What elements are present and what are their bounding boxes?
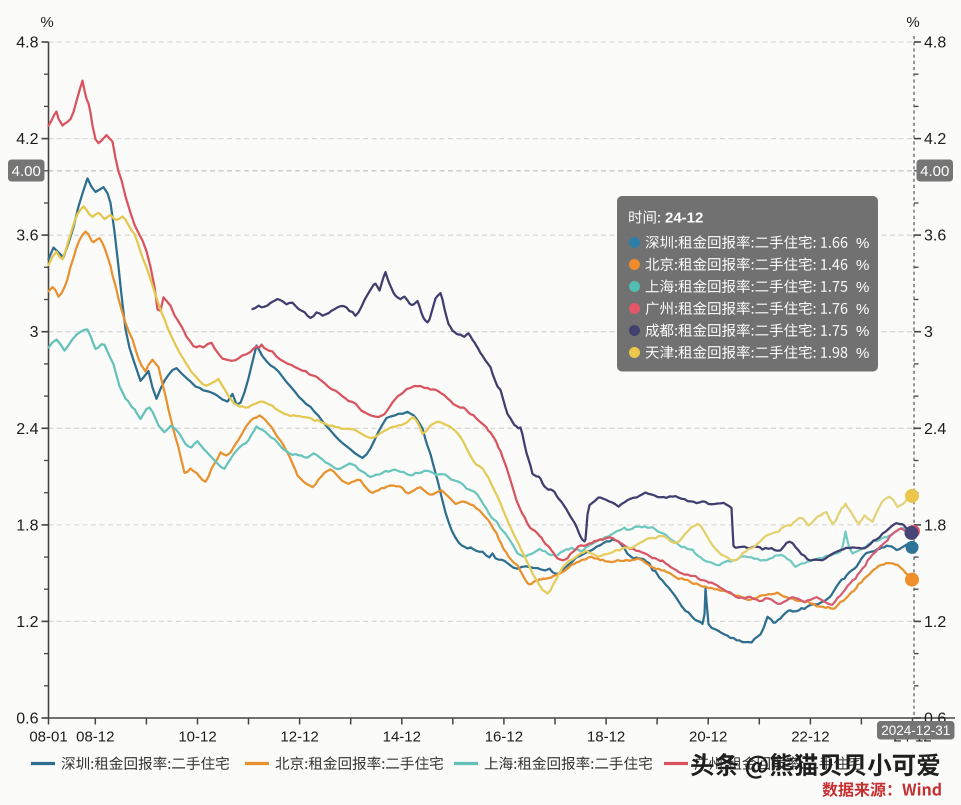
svg-text:%: % [856,345,869,362]
svg-text:18-12: 18-12 [587,729,625,746]
svg-text:10-12: 10-12 [178,729,216,746]
svg-text:4.2: 4.2 [16,131,38,148]
svg-text:12-12: 12-12 [280,729,318,746]
svg-text:4.8: 4.8 [924,35,946,52]
svg-text:14-12: 14-12 [383,729,421,746]
svg-text:2024-12-31: 2024-12-31 [881,723,950,738]
svg-text:1.2: 1.2 [924,614,946,631]
svg-text:1.8: 1.8 [924,517,946,534]
svg-text:%: % [856,279,869,296]
svg-text:2.4: 2.4 [924,421,946,438]
svg-text:3.6: 3.6 [924,228,946,245]
svg-text:2.4: 2.4 [16,421,38,438]
svg-text:1.8: 1.8 [16,517,38,534]
svg-text:%: % [906,14,919,31]
svg-text:%: % [856,257,869,274]
svg-text:08-12: 08-12 [76,729,114,746]
svg-text:1.2: 1.2 [16,614,38,631]
svg-text:4.00: 4.00 [12,163,41,180]
svg-text:4.00: 4.00 [920,163,949,180]
svg-text:%: % [40,14,53,31]
svg-text:3: 3 [924,324,933,341]
svg-text:4.2: 4.2 [924,131,946,148]
svg-text:%: % [856,301,869,318]
svg-text:3.6: 3.6 [16,228,38,245]
svg-text:16-12: 16-12 [485,729,523,746]
svg-text:%: % [856,323,869,340]
svg-text:08-01: 08-01 [29,729,67,746]
svg-text:22-12: 22-12 [791,729,829,746]
svg-text:20-12: 20-12 [689,729,727,746]
svg-text:3: 3 [30,324,39,341]
svg-text:0.6: 0.6 [16,711,38,728]
svg-text:4.8: 4.8 [16,35,38,52]
svg-text:24-12: 24-12 [665,210,703,227]
svg-text:%: % [856,235,869,252]
